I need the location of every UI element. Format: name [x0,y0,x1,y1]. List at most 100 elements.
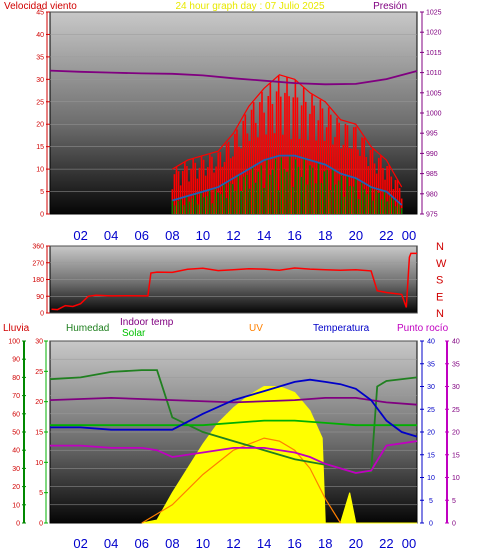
hour-tick-label: 14 [257,536,271,551]
compass-label: S [436,275,443,287]
wind-speed-tick-label: 10 [36,167,44,174]
hour-tick-label: 02 [73,228,87,243]
legend-temperatura: Temperatura [313,323,370,334]
legend-uv: UV [249,323,263,334]
hour-tick-label: 20 [349,536,363,551]
climate-panel-axis-ticks: 0 10 20 30 40 50 60 70 80 90 100 0 5 10 15 20 25 30 0 0 5 5 10… [8,339,460,528]
rain-tick-label: 40 [12,448,20,455]
dewpoint-tick-label: 5 [452,498,456,505]
direction-tick-label: 90 [36,294,44,301]
pressure-tick-label: 980 [426,191,438,198]
temperature-line [50,378,418,438]
pressure-tick-label: 990 [426,151,438,158]
rain-tick-label: 60 [12,411,20,418]
hour-tick-label: 10 [196,228,210,243]
pressure-tick-label: 1005 [426,90,442,97]
wind-speed-tick-label: 20 [36,122,44,129]
hour-tick-label: 12 [226,536,240,551]
legend-solar: Solar [122,328,146,339]
direction-tick-label: 270 [32,260,44,267]
solar-tick-label: 5 [39,490,43,497]
pressure-axis-label: Presión [373,1,407,12]
legend-indoor-temp: Indoor temp [120,317,174,328]
compass-label: W [436,258,447,270]
rain-tick-label: 30 [12,466,20,473]
compass-label: N [436,241,444,253]
temp-tick-label: 35 [427,361,435,368]
hour-tick-label: 00 [402,228,416,243]
pressure-tick-label: 1010 [426,70,442,77]
wind-speed-tick-label: 45 [36,10,44,17]
climate-panel-series [49,369,418,524]
wind-speed-tick-label: 30 [36,77,44,84]
hour-tick-label: 00 [402,536,416,551]
wind-speed-tick-label: 0 [40,212,44,219]
pressure-tick-label: 985 [426,171,438,178]
hour-tick-label: 18 [318,536,332,551]
temp-tick-label: 20 [427,430,435,437]
humidity-line [49,369,418,473]
pressure-tick-label: 1020 [426,30,442,37]
solar-tick-label: 30 [35,339,43,346]
rain-tick-label: 90 [12,357,20,364]
uv-line [141,437,342,524]
rain-tick-label: 50 [12,430,20,437]
pressure-tick-label: 1000 [426,111,442,118]
rain-tick-label: 100 [8,339,20,346]
hour-tick-label: 22 [379,228,393,243]
temp-tick-label: 25 [427,407,435,414]
legend-humedad: Humedad [66,323,109,334]
wind-speed-tick-label: 35 [36,54,44,61]
wind-speed-axis-label: Velocidad viento [4,1,77,12]
wind-panel-x-labels: 02 04 06 08 10 12 14 16 18 20 22 00 [73,228,416,243]
temp-tick-label: 5 [429,498,433,505]
climate-panel-x-labels: 02 04 06 08 10 12 14 16 18 20 22 00 [73,536,416,551]
solar-tick-label: 25 [35,369,43,376]
wind-speed-tick-label: 15 [36,144,44,151]
hour-tick-label: 20 [349,228,363,243]
dewpoint-tick-label: 20 [452,430,460,437]
direction-tick-label: 360 [32,244,44,251]
hour-tick-label: 04 [104,536,118,551]
temp-tick-label: 15 [427,452,435,459]
hour-tick-label: 04 [104,228,118,243]
pressure-axis-ticks: 975 980 985 990 995 1000 1005 1010 1015 1020 1025 [420,10,442,219]
pressure-tick-label: 995 [426,131,438,138]
temp-tick-label: 0 [429,521,433,528]
temp-tick-label: 40 [427,339,435,346]
temp-tick-label: 10 [427,475,435,482]
wind-speed-tick-label: 25 [36,99,44,106]
wind-direction-line [51,252,417,311]
compass-label: N [436,308,444,320]
temp-tick-label: 30 [427,384,435,391]
hour-tick-label: 06 [135,228,149,243]
hour-tick-label: 18 [318,228,332,243]
rain-tick-label: 20 [12,484,20,491]
dewpoint-tick-label: 25 [452,407,460,414]
hour-tick-label: 06 [135,536,149,551]
hour-tick-label: 12 [226,228,240,243]
hour-tick-label: 02 [73,536,87,551]
dewpoint-tick-label: 15 [452,452,460,459]
hour-tick-label: 22 [379,536,393,551]
dewpoint-tick-label: 30 [452,384,460,391]
solar-tick-label: 15 [35,430,43,437]
wind-speed-tick-label: 5 [40,189,44,196]
dewpoint-tick-label: 35 [452,361,460,368]
legend-punto-rocio: Punto rocío [397,323,449,334]
legend-lluvia: Lluvia [3,323,30,334]
direction-axis-ticks: 0 90 180 270 360 [32,244,50,318]
pressure-line [49,69,418,86]
pressure-tick-label: 975 [426,212,438,219]
pressure-tick-label: 1015 [426,50,442,57]
hour-tick-label: 16 [287,536,301,551]
wind-gust-line [171,74,403,188]
wind-panel-series [49,69,418,214]
solar-tick-label: 10 [35,460,43,467]
hour-tick-label: 10 [196,536,210,551]
direction-panel-series [51,252,417,311]
dewpoint-tick-label: 10 [452,475,460,482]
pressure-tick-label: 1025 [426,10,442,17]
